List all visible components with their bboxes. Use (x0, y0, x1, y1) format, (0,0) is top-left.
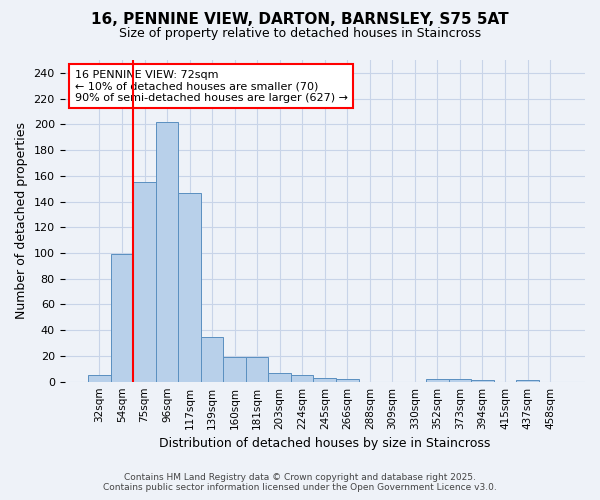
Bar (268, 372, 291, 382)
Bar (291, 375, 313, 382)
Text: 16, PENNINE VIEW, DARTON, BARNSLEY, S75 5AT: 16, PENNINE VIEW, DARTON, BARNSLEY, S75 … (91, 12, 509, 28)
Bar (516, 380, 539, 382)
Bar (246, 357, 268, 382)
Bar (178, 192, 201, 382)
Bar (88, 375, 111, 382)
Bar (426, 379, 449, 382)
Text: Contains HM Land Registry data © Crown copyright and database right 2025.
Contai: Contains HM Land Registry data © Crown c… (103, 473, 497, 492)
Text: 16 PENNINE VIEW: 72sqm
← 10% of detached houses are smaller (70)
90% of semi-det: 16 PENNINE VIEW: 72sqm ← 10% of detached… (75, 70, 348, 103)
Y-axis label: Number of detached properties: Number of detached properties (15, 122, 28, 320)
Bar (156, 122, 178, 382)
Bar (223, 357, 246, 382)
Bar (201, 336, 223, 382)
Bar (336, 379, 359, 382)
Bar (133, 182, 156, 382)
Bar (449, 379, 471, 382)
Text: Size of property relative to detached houses in Staincross: Size of property relative to detached ho… (119, 28, 481, 40)
Bar (111, 254, 133, 382)
Bar (471, 380, 494, 382)
X-axis label: Distribution of detached houses by size in Staincross: Distribution of detached houses by size … (159, 437, 490, 450)
Bar (313, 378, 336, 382)
